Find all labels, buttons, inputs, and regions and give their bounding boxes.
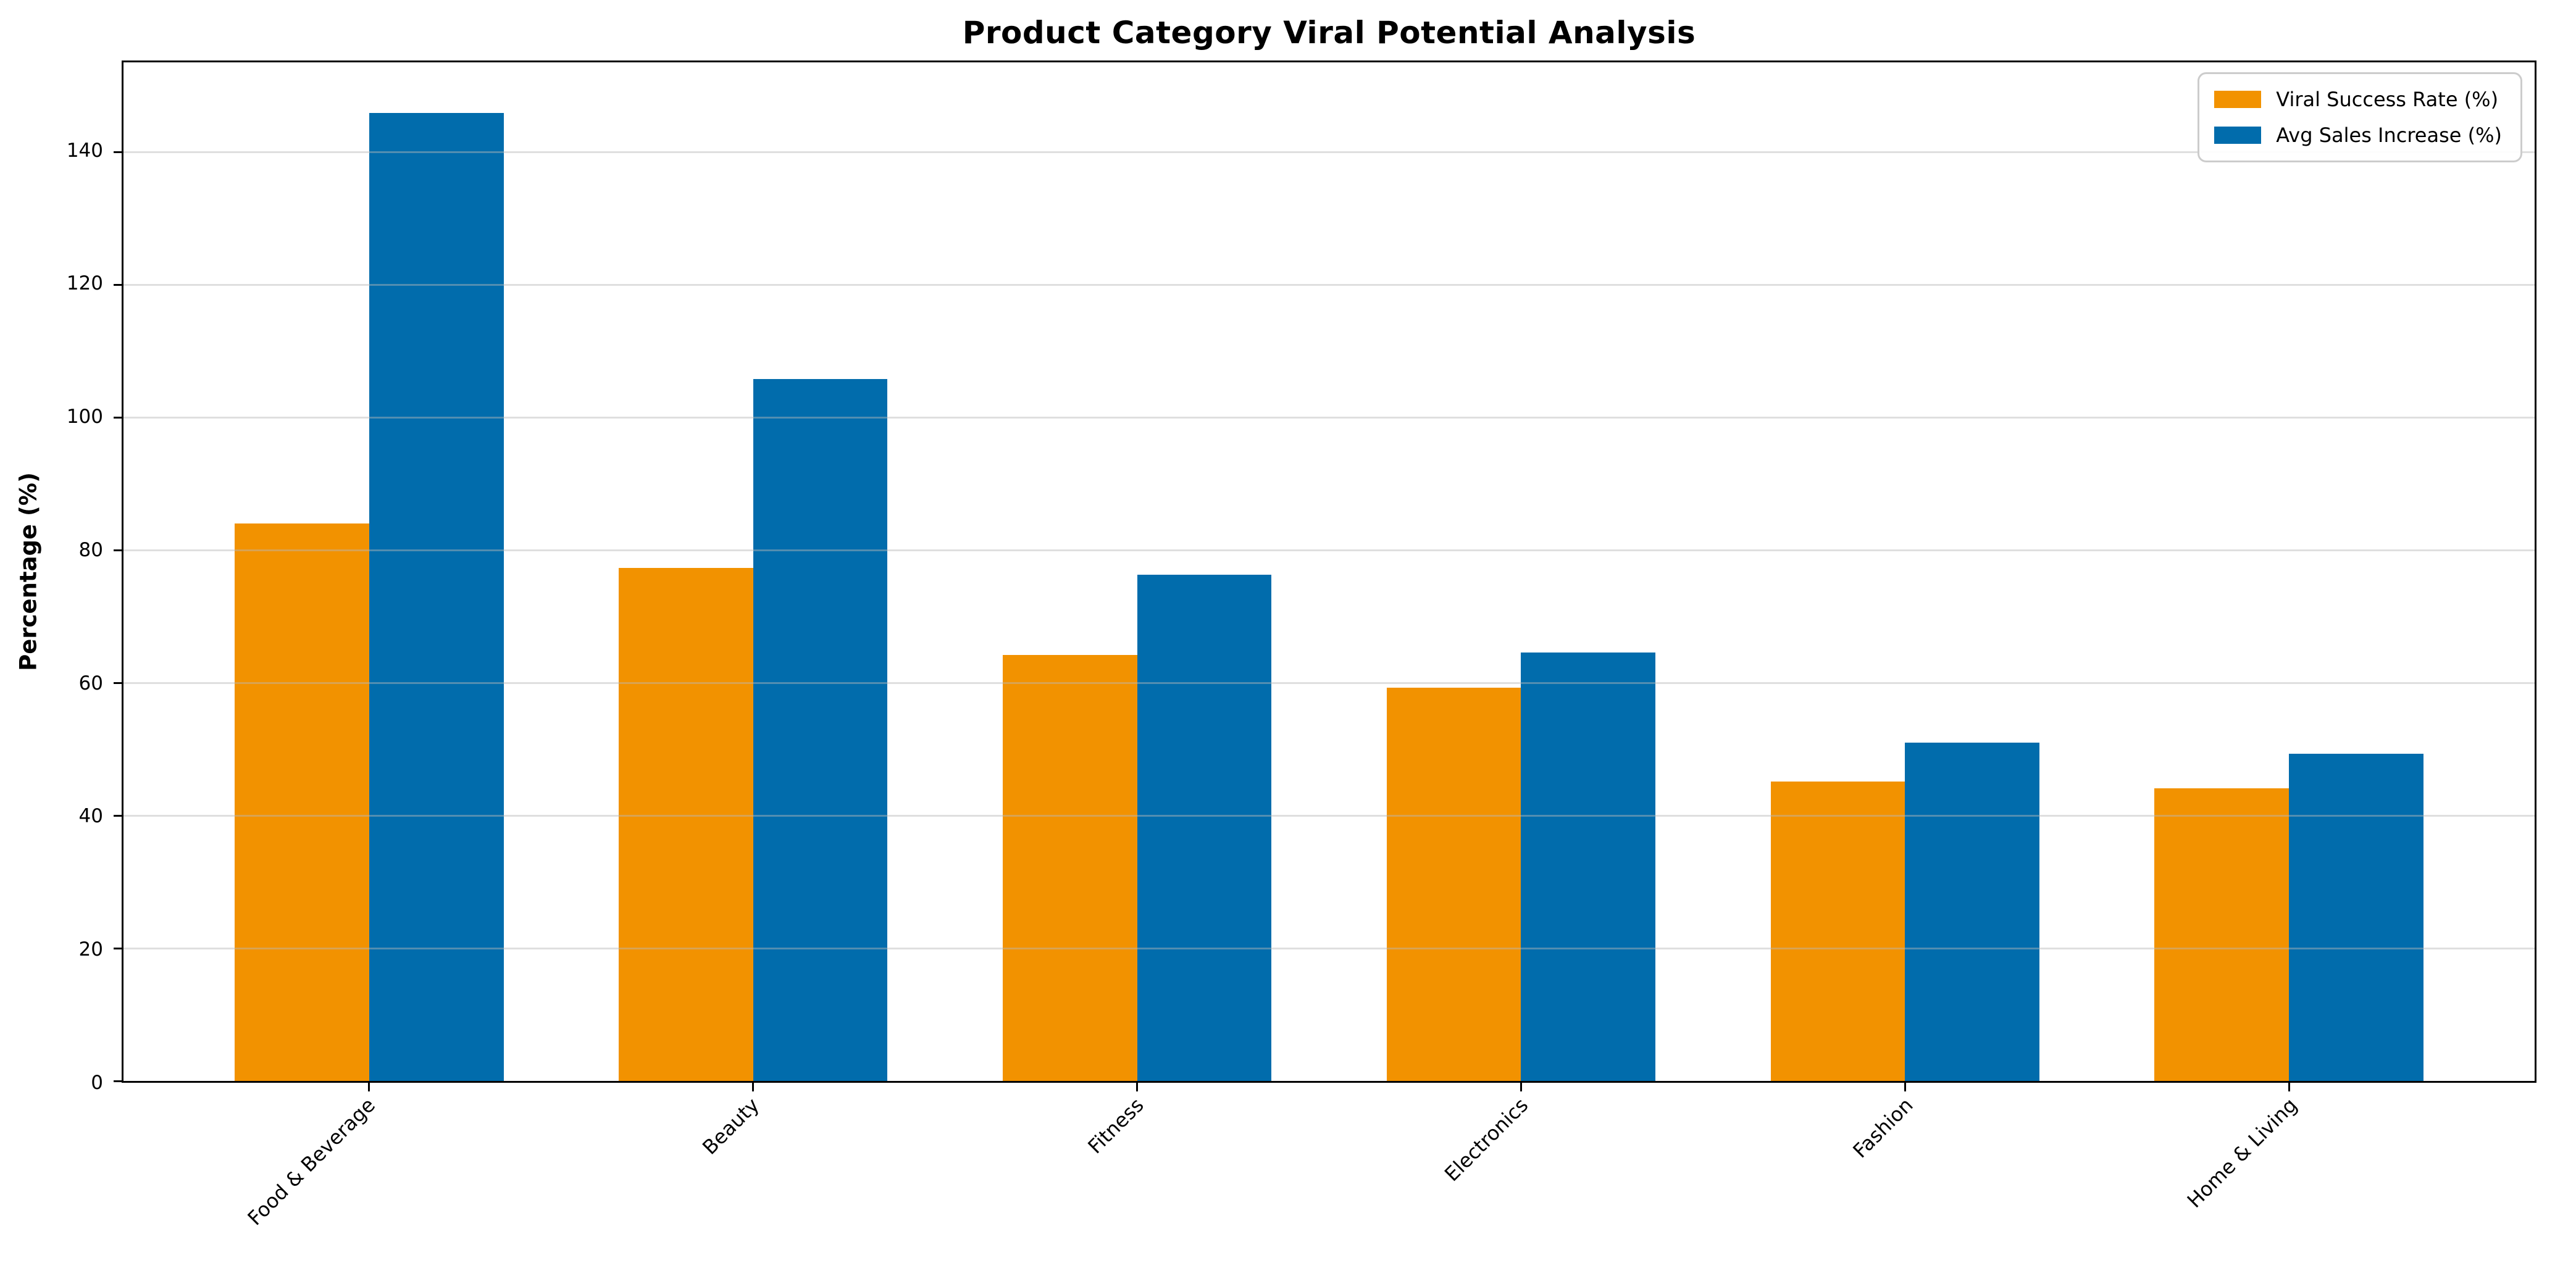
y-tick-label-80: 80	[78, 538, 103, 561]
legend-swatch-blue	[2214, 127, 2262, 144]
bar-viral-fashion	[1770, 782, 1905, 1081]
x-tick-mark-0	[368, 1083, 370, 1091]
bar-viral-fitness	[1002, 654, 1137, 1081]
y-tick-mark-80	[114, 549, 122, 551]
legend-item-viral-success-rate: Viral Success Rate (%)	[2214, 88, 2502, 111]
bar-viral-beauty	[619, 568, 753, 1081]
y-axis-tick-labels: 0 20 40 60 80 100 120 140	[0, 60, 109, 1093]
y-tick-mark-20	[114, 947, 122, 949]
y-tick-mark-100	[114, 416, 122, 419]
bar-viral-home-living	[2154, 788, 2290, 1081]
bar-sales-food-beverage	[369, 112, 504, 1081]
y-tick-label-100: 100	[66, 406, 103, 428]
bar-sales-fashion	[1905, 742, 2039, 1081]
y-tick-label-40: 40	[78, 805, 103, 828]
y-tick-mark-120	[114, 283, 122, 286]
x-axis-tick-labels: Food & Beverage Beauty Fitness Electronics F…	[0, 1093, 2576, 1276]
x-tick-label-home-living: Home & Living	[2183, 1093, 2302, 1212]
y-tick-mark-0	[114, 1080, 122, 1082]
bar-viral-electronics	[1386, 687, 1521, 1081]
y-tick-mark-40	[114, 814, 122, 817]
x-tick-mark-4	[1904, 1083, 1906, 1091]
legend-label: Avg Sales Increase (%)	[2276, 123, 2502, 147]
y-tick-mark-60	[114, 682, 122, 684]
legend-swatch-orange	[2214, 91, 2262, 108]
x-tick-label-fitness: Fitness	[1083, 1093, 1148, 1159]
y-tick-label-0: 0	[91, 1072, 103, 1094]
plot-area: Viral Success Rate (%) Avg Sales Increas…	[114, 60, 2536, 1091]
x-tick-label-food-beverage: Food & Beverage	[243, 1093, 380, 1230]
bar-viral-food-beverage	[235, 523, 369, 1081]
bar-sales-beauty	[753, 378, 888, 1081]
legend-label: Viral Success Rate (%)	[2276, 88, 2499, 111]
y-tick-label-120: 120	[66, 272, 103, 295]
x-tick-label-electronics: Electronics	[1440, 1093, 1533, 1186]
legend: Viral Success Rate (%) Avg Sales Increas…	[2198, 72, 2522, 162]
y-tick-label-60: 60	[78, 672, 103, 694]
legend-item-avg-sales-increase: Avg Sales Increase (%)	[2214, 123, 2502, 147]
x-tick-mark-3	[1520, 1083, 1522, 1091]
x-tick-mark-2	[1136, 1083, 1139, 1091]
y-tick-mark-140	[114, 151, 122, 153]
y-tick-label-140: 140	[66, 139, 103, 162]
y-tick-label-20: 20	[78, 938, 103, 961]
x-tick-label-beauty: Beauty	[698, 1093, 764, 1159]
bar-sales-home-living	[2289, 754, 2423, 1081]
x-tick-mark-1	[752, 1083, 755, 1091]
x-tick-label-fashion: Fashion	[1848, 1093, 1918, 1163]
bar-sales-fitness	[1137, 574, 1272, 1081]
bar-sales-electronics	[1521, 652, 1656, 1081]
x-tick-mark-5	[2288, 1083, 2290, 1091]
chart-title: Product Category Viral Potential Analysi…	[962, 15, 1696, 51]
